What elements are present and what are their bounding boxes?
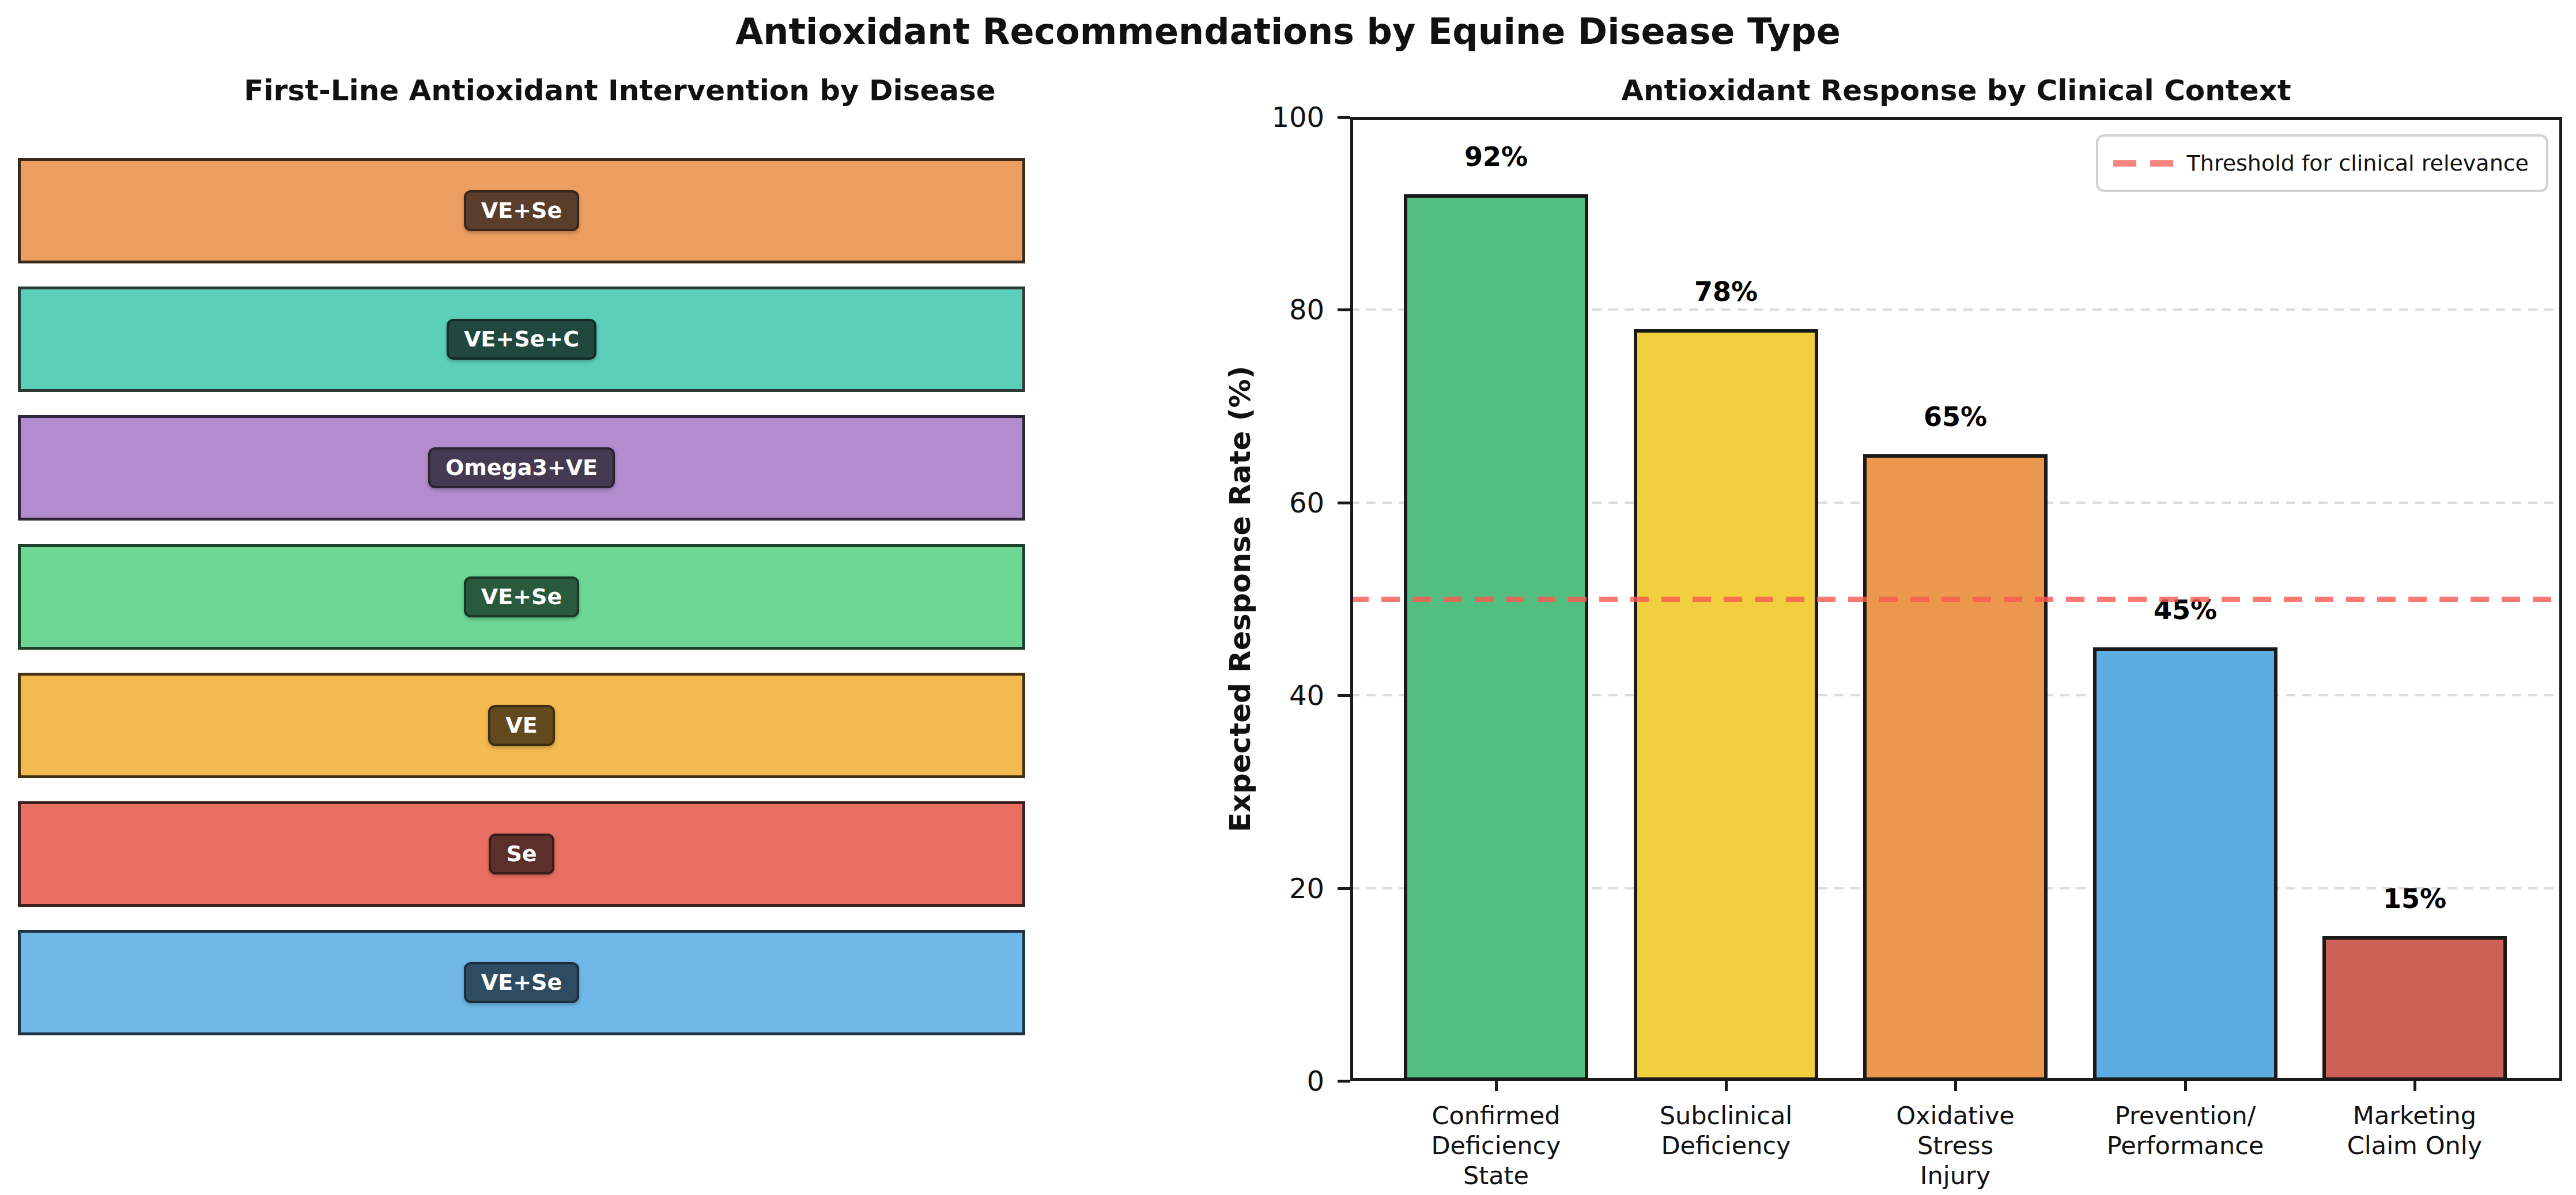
y-axis-label: Expected Response Rate (%) [1223, 365, 1257, 832]
y-tick-mark [1338, 308, 1350, 311]
threshold-dash-swatch [2113, 160, 2173, 167]
response-bar [2093, 647, 2277, 1081]
y-tick-mark [1338, 502, 1350, 504]
x-tick-mark [1495, 1081, 1498, 1091]
x-tick-mark [1954, 1081, 1957, 1091]
y-tick-label: 80 [1226, 292, 1324, 327]
y-tick-label: 40 [1226, 678, 1324, 713]
x-tick-mark [2413, 1081, 2416, 1091]
left-bar: Se [18, 801, 1025, 907]
y-tick-label: 100 [1226, 100, 1324, 134]
threshold-line [1350, 597, 2562, 602]
y-tick-label: 0 [1226, 1064, 1324, 1098]
left-bar: VE+Se+C [18, 287, 1025, 392]
y-tick-mark [1338, 116, 1350, 119]
response-bar [1634, 329, 1818, 1081]
bar-label-box: VE+Se [464, 962, 579, 1004]
left-chart: VE+Se VE+Se+C Omega3+VE VE+Se VE Se VE+Se [18, 0, 1025, 1195]
right-chart-title: Antioxidant Response by Clinical Context [1350, 76, 2562, 105]
x-tick-label: Oxidative Stress Injury [1829, 1100, 2082, 1190]
y-tick-mark [1338, 887, 1350, 890]
response-bar [1863, 454, 2048, 1081]
x-tick-label: Prevention/ Performance [2058, 1100, 2312, 1160]
left-bar: VE+Se [18, 158, 1025, 263]
y-tick-mark [1338, 1080, 1350, 1083]
bar-label-box: VE [488, 705, 554, 747]
y-tick-label: 60 [1226, 485, 1324, 520]
legend: Threshold for clinical relevance [2096, 134, 2548, 192]
bar-value-label: 65% [1840, 399, 2071, 434]
x-tick-mark [2184, 1081, 2187, 1091]
x-tick-label: Subclinical Deficiency [1599, 1100, 1853, 1160]
bar-label-box: VE+Se [464, 190, 579, 232]
response-bar [1404, 194, 1588, 1081]
y-tick-mark [1338, 694, 1350, 697]
legend-label: Threshold for clinical relevance [2187, 150, 2529, 176]
bar-label-box: VE+Se+C [447, 319, 596, 360]
y-tick-label: 20 [1226, 871, 1324, 906]
response-bar [2322, 936, 2507, 1081]
figure-canvas: Antioxidant Recommendations by Equine Di… [0, 0, 2576, 1195]
x-tick-label: Marketing Claim Only [2288, 1100, 2541, 1160]
left-bar: Omega3+VE [18, 415, 1025, 521]
x-tick-label: Confirmed Deficiency State [1369, 1100, 1623, 1190]
left-bar: VE+Se [18, 930, 1025, 1035]
bar-label-box: VE+Se [464, 576, 579, 618]
bar-value-label: 15% [2299, 881, 2530, 916]
bar-label-box: Omega3+VE [428, 447, 615, 489]
left-bar: VE+Se [18, 544, 1025, 650]
bar-value-label: 92% [1381, 140, 1611, 174]
x-tick-mark [1725, 1081, 1728, 1091]
right-chart: Threshold for clinical relevance 0204060… [1350, 117, 2562, 1081]
bar-label-box: Se [489, 834, 554, 875]
left-bar: VE [18, 673, 1025, 778]
bar-value-label: 78% [1611, 274, 1841, 309]
